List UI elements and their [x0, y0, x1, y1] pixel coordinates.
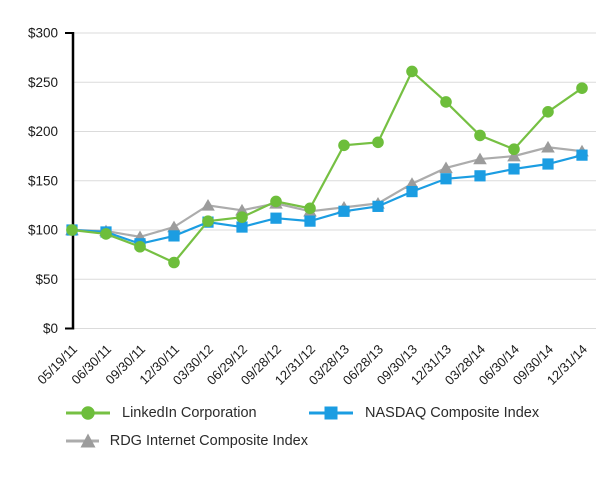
data-point-square — [304, 215, 316, 227]
data-point-square — [372, 200, 384, 212]
data-point-square — [508, 163, 520, 175]
y-axis-label: $300 — [28, 26, 58, 41]
data-point-square — [542, 158, 554, 170]
data-point-square — [270, 212, 282, 224]
data-point-triangle — [541, 140, 555, 153]
data-point-square — [440, 173, 452, 185]
chart-legend: LinkedIn Corporation NASDAQ Composite In… — [65, 402, 539, 458]
data-point-circle — [202, 215, 214, 227]
data-point-circle — [508, 143, 520, 156]
data-point-triangle — [473, 152, 487, 165]
data-point-square — [576, 149, 588, 161]
legend-row: RDG Internet Composite Index — [65, 430, 539, 452]
y-axis-label: $250 — [28, 75, 58, 90]
data-point-circle — [576, 82, 588, 94]
legend-row: LinkedIn Corporation NASDAQ Composite In… — [65, 402, 539, 424]
data-point-triangle — [439, 161, 453, 174]
legend-item-nasdaq-composite-index: NASDAQ Composite Index — [308, 404, 539, 422]
data-point-circle — [168, 256, 180, 269]
rdg-legend-triangle-marker-icon — [66, 433, 99, 448]
data-point-circle — [372, 136, 384, 149]
legend-label-linkedin: LinkedIn Corporation — [122, 405, 257, 421]
data-point-triangle — [507, 149, 521, 162]
legend-label-rdg: RDG Internet Composite Index — [109, 433, 308, 449]
y-axis-label: $150 — [28, 173, 58, 188]
data-point-square — [406, 185, 418, 198]
series-linkedin-corporation — [66, 65, 588, 269]
y-axis-label: $200 — [28, 124, 58, 139]
series-nasdaq-composite-index — [66, 149, 588, 250]
data-point-triangle — [201, 198, 215, 211]
legend-label-nasdaq: NASDAQ Composite Index — [365, 405, 540, 421]
data-point-square — [474, 170, 486, 182]
data-point-circle — [406, 65, 418, 78]
y-axis-label: $50 — [35, 272, 58, 287]
data-point-circle — [270, 195, 282, 208]
y-axis-label: $100 — [28, 223, 58, 238]
data-point-circle — [474, 129, 486, 142]
data-point-triangle — [167, 220, 181, 233]
data-point-square — [236, 221, 248, 233]
data-point-circle — [134, 240, 146, 253]
series-line — [71, 69, 583, 264]
data-point-circle — [304, 202, 316, 215]
series-line — [71, 154, 583, 245]
y-axis-label: $0 — [43, 321, 58, 336]
data-point-circle — [100, 228, 112, 240]
nasdaq-legend-square-marker-icon — [309, 406, 353, 420]
data-point-square — [168, 230, 180, 242]
data-point-circle — [236, 211, 248, 223]
legend-item-rdg-internet-composite-index: RDG Internet Composite Index — [65, 432, 308, 450]
data-point-square — [338, 205, 350, 217]
series-line — [71, 146, 583, 239]
data-point-circle — [338, 139, 350, 152]
data-point-circle — [440, 96, 452, 108]
legend-item-linkedin-corporation: LinkedIn Corporation — [65, 404, 308, 422]
series-rdg-internet-composite-index — [65, 140, 589, 243]
data-point-circle — [542, 106, 554, 118]
data-point-circle — [66, 224, 78, 236]
linkedin-legend-circle-marker-icon — [66, 406, 110, 420]
stock-performance-line-chart: $0$50$100$150$200$250$30005/19/1106/30/1… — [28, 26, 596, 388]
